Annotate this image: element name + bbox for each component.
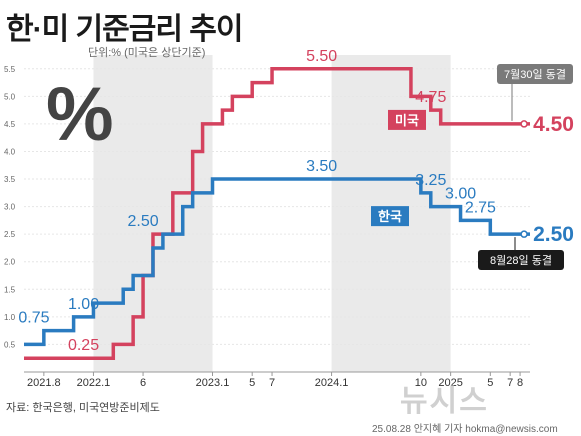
y-tick-label: 0.5 — [4, 340, 16, 349]
source-note: 자료: 한국은행, 미국연방준비제도 — [6, 402, 160, 414]
x-tick-label: 6 — [140, 377, 146, 389]
us-end-tag: 7월30일 동결 — [504, 67, 566, 81]
credit-line: 25.08.28 안지혜 기자 hokma@newsis.com — [372, 424, 558, 435]
x-tick-label: 8 — [517, 377, 523, 389]
kr-name-badge — [371, 206, 409, 227]
x-tick-label: 7 — [507, 377, 513, 389]
data-label: 4.75 — [415, 89, 446, 106]
x-tick-label: 5 — [487, 377, 493, 389]
shaded-year-band — [93, 55, 213, 372]
y-tick-label: 2.0 — [4, 258, 16, 267]
y-tick-label: 2.5 — [4, 230, 16, 239]
y-tick-label: 5.5 — [4, 65, 16, 74]
percent-symbol: % — [46, 72, 114, 157]
y-tick-label: 1.5 — [4, 285, 16, 294]
end-value-label: 4.50 — [533, 113, 574, 136]
y-tick-label: 3.0 — [4, 203, 16, 212]
x-tick-label: 10 — [415, 377, 427, 389]
data-label: 0.25 — [68, 337, 99, 354]
x-tick-label: 2024.1 — [315, 377, 349, 389]
data-label: 1.00 — [68, 296, 99, 313]
y-tick-label: 4.0 — [4, 147, 16, 156]
endpoint-marker — [520, 230, 528, 238]
data-label: 3.25 — [415, 172, 446, 189]
x-tick-label: 5 — [249, 377, 255, 389]
data-label: 2.50 — [127, 213, 158, 230]
y-tick-label: 1.0 — [4, 313, 16, 322]
us-name-badge — [388, 109, 426, 130]
us-name-label: 미국 — [395, 113, 419, 128]
y-tick-label: 5.0 — [4, 92, 16, 101]
series-line-us — [24, 67, 530, 360]
endpoint-marker — [520, 120, 528, 128]
y-tick-label: 3.5 — [4, 175, 16, 184]
x-tick-label: 2021.8 — [27, 377, 61, 389]
y-tick-label: 4.5 — [4, 120, 16, 129]
data-label: 3.00 — [445, 186, 476, 203]
data-label: 5.50 — [306, 48, 337, 65]
data-label: 0.75 — [18, 310, 49, 327]
chart-title: 한·미 기준금리 추이 — [6, 13, 243, 46]
x-tick-label: 7 — [269, 377, 275, 389]
data-label: 3.50 — [306, 158, 337, 175]
kr-name-label: 한국 — [378, 209, 402, 224]
kr-end-tag-box — [478, 250, 564, 270]
x-tick-label: 2022.1 — [77, 377, 111, 389]
end-value-label: 2.50 — [533, 223, 574, 246]
x-tick-label: 2025 — [438, 377, 462, 389]
us-end-tag-box — [497, 64, 573, 84]
data-label: 2.75 — [465, 199, 496, 216]
unit-note: 단위:% (미국은 상단기준) — [88, 47, 206, 59]
kr-end-tag: 8월28일 동결 — [490, 253, 552, 267]
series-line-kr — [24, 177, 530, 347]
newsis-watermark: 뉴시스 — [400, 385, 489, 418]
x-tick-label: 2023.1 — [196, 377, 230, 389]
